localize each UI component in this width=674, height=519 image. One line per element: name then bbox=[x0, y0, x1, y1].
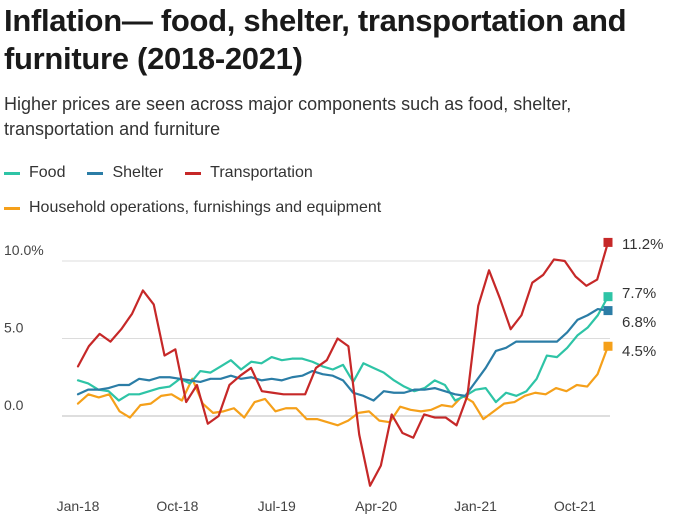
y-axis-ticks: 10.0% 5.0 0.0 bbox=[4, 242, 44, 413]
series-line-2 bbox=[76, 241, 610, 487]
end-value-label: 7.7% bbox=[622, 285, 656, 302]
chart-subtitle: Higher prices are seen across major comp… bbox=[4, 94, 572, 139]
legend-item-transportation[interactable]: Transportation bbox=[185, 164, 313, 182]
end-marker bbox=[603, 341, 613, 351]
legend-label-transportation: Transportation bbox=[210, 164, 313, 181]
end-value-label: 6.8% bbox=[622, 314, 656, 331]
legend-item-shelter[interactable]: Shelter bbox=[87, 164, 163, 182]
series-lines bbox=[76, 241, 610, 487]
x-tick-label: Jan-18 bbox=[57, 498, 100, 514]
legend-swatch-transportation bbox=[185, 171, 202, 175]
legend-label-household: Household operations, furnishings and eq… bbox=[29, 199, 382, 216]
end-value-label: 11.2% bbox=[622, 236, 663, 253]
legend-label-shelter: Shelter bbox=[112, 164, 164, 181]
end-marker bbox=[603, 306, 613, 316]
x-tick-label: Jan-21 bbox=[454, 498, 497, 514]
x-tick-label: Oct-21 bbox=[554, 498, 596, 514]
x-tick-label: Jul-19 bbox=[258, 498, 296, 514]
legend-row-2: Household operations, furnishings and eq… bbox=[4, 199, 381, 217]
end-marker bbox=[603, 292, 613, 302]
x-tick-label: Apr-20 bbox=[355, 498, 397, 514]
series-line-3 bbox=[76, 345, 610, 427]
legend-swatch-shelter bbox=[87, 171, 104, 175]
series-line-0 bbox=[76, 295, 610, 404]
y-tick-label: 5.0 bbox=[4, 320, 24, 336]
x-tick-label: Oct-18 bbox=[156, 498, 198, 514]
legend-swatch-food bbox=[4, 171, 20, 175]
legend-item-food[interactable]: Food bbox=[4, 164, 65, 182]
legend-row-1: Food Shelter Transportation bbox=[4, 164, 313, 182]
end-marker bbox=[603, 237, 613, 247]
legend-item-household[interactable]: Household operations, furnishings and eq… bbox=[4, 199, 381, 217]
x-axis-ticks: Jan-18 Oct-18 Jul-19 Apr-20 Jan-21 Oct-21 bbox=[57, 498, 597, 514]
series-end-markers: 4.5% 7.7% 6.8% 11.2% bbox=[603, 236, 663, 360]
legend-swatch-household bbox=[4, 206, 20, 210]
gridlines bbox=[62, 260, 610, 417]
chart-title: Inflation— food, shelter, transportation… bbox=[4, 3, 627, 76]
y-tick-label: 10.0% bbox=[4, 242, 44, 258]
legend-label-food: Food bbox=[29, 164, 66, 181]
end-value-label: 4.5% bbox=[622, 343, 656, 360]
series-line-1 bbox=[76, 307, 610, 402]
y-tick-label: 0.0 bbox=[4, 397, 24, 413]
